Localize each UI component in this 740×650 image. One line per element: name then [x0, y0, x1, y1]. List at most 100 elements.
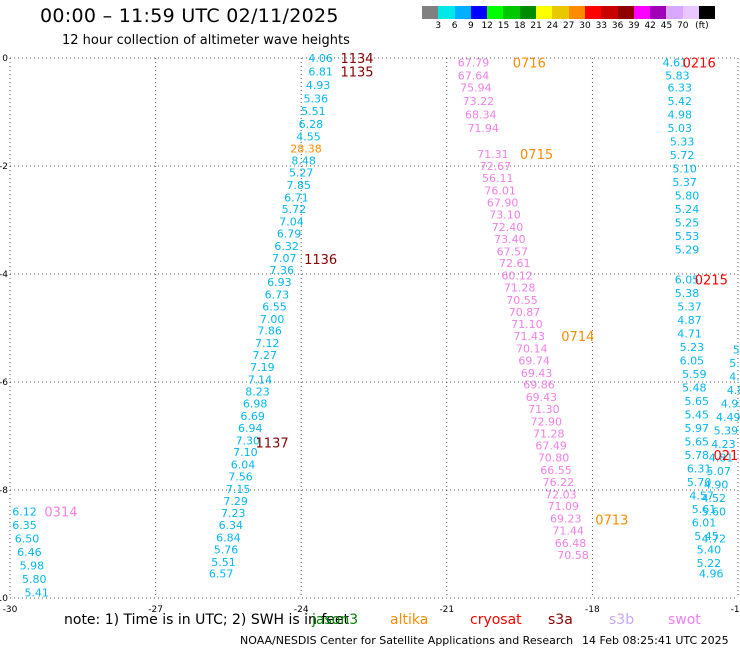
wave-height-value: 72.90: [531, 415, 563, 428]
colorbar-tick-label: 12: [481, 21, 493, 31]
y-tick-label: -2: [0, 162, 8, 172]
wave-height-value: 5.33: [670, 136, 695, 149]
wave-height-value: 5.48: [682, 381, 707, 394]
legend-s3a: s3a: [548, 612, 573, 628]
pass-time-label: 1135: [340, 66, 373, 81]
colorbar-swatch: [536, 6, 553, 19]
wave-height-value: 6.57: [209, 568, 234, 581]
wave-height-value: 4.72: [701, 533, 726, 546]
pass-time-label: 0716: [513, 56, 546, 71]
colorbar-tick-label: 21: [530, 21, 542, 31]
wave-height-value: 4.3: [729, 371, 740, 384]
legend-altika: altika: [390, 612, 429, 628]
wave-height-value: 76.01: [484, 184, 516, 197]
wave-height-value: 5.42: [668, 95, 693, 108]
wave-height-value: 71.28: [504, 282, 536, 295]
wave-height-value: 67.57: [497, 245, 529, 258]
colorbar-swatch: [438, 6, 455, 19]
colorbar-swatch: [617, 6, 634, 19]
wave-height-value: 5.22: [697, 557, 722, 570]
footer-timestamp: 14 Feb 08:25:41 UTC 2025: [582, 634, 729, 647]
colorbar-tick-label: 36: [611, 21, 624, 31]
wave-height-value: 5.70: [687, 476, 712, 489]
wave-height-value: 70.55: [506, 294, 538, 307]
wave-height-value: 4.06: [308, 52, 333, 65]
wave-height-value: 7.04: [279, 216, 304, 229]
wave-height-value: 5.78: [684, 449, 709, 462]
wave-height-value: 70.14: [516, 343, 548, 356]
wave-height-value: 71.09: [548, 500, 580, 513]
wave-height-value: 4.49: [716, 411, 740, 424]
wave-height-value: 71.94: [467, 122, 499, 135]
y-tick-label: -4: [0, 270, 8, 280]
wave-height-value: 6.05: [675, 273, 700, 286]
pass-time-label: 0314: [44, 506, 77, 521]
wave-height-value: 5.40: [697, 543, 722, 556]
wave-height-value: 7.00: [260, 313, 285, 326]
wave-height-value: 7.14: [248, 373, 273, 386]
colorbar-tick-label: 70: [677, 21, 689, 31]
wave-height-value: 4.57: [689, 489, 714, 502]
colorbar-swatch: [422, 6, 439, 19]
wave-height-value: 5.98: [20, 560, 45, 573]
x-tick-label: -30: [3, 605, 18, 615]
pass-time-label: 0713: [595, 514, 628, 529]
wave-height-value: 71.30: [528, 403, 560, 416]
wave-height-value: 67.49: [535, 440, 567, 453]
wave-height-value: 5.37: [672, 176, 697, 189]
legend-cryosat: cryosat: [470, 612, 522, 628]
wave-height-value: 71.44: [552, 525, 584, 538]
wave-height-value: 7.12: [255, 337, 280, 350]
wave-height-value: 5.72: [670, 149, 695, 162]
colorbar-swatch: [584, 6, 602, 19]
wave-height-value: 4.93: [721, 398, 740, 411]
colorbar-tick-label: 45: [660, 21, 673, 31]
wave-height-value: 5.1: [729, 357, 740, 370]
wave-height-value: 6.01: [692, 516, 717, 529]
wave-height-value: 7.15: [226, 483, 251, 496]
wave-height-value: 73.40: [494, 233, 526, 246]
wave-height-value: 4.90: [704, 479, 729, 492]
wave-height-value: 7.85: [287, 179, 312, 192]
pass-time-label: 1136: [304, 253, 337, 268]
wave-height-value: 5.45: [694, 530, 719, 543]
colorbar-tick-label: 33: [595, 21, 608, 31]
wave-height-value: 72.40: [492, 221, 524, 234]
wave-height-value: 6.84: [216, 532, 241, 545]
wave-height-value: 69.86: [523, 379, 555, 392]
wave-height-value: 5.53: [675, 230, 700, 243]
wave-height-value: 6.98: [243, 398, 268, 411]
colorbar-swatch: [454, 6, 471, 19]
wave-height-value: 5.41: [24, 587, 49, 600]
wave-height-value: 4.8: [727, 384, 740, 397]
footer-credit: NOAA/NESDIS Center for Satellite Applica…: [240, 634, 574, 647]
wave-height-value: 72.03: [545, 488, 577, 501]
wave-height-value: 6.05: [680, 354, 705, 367]
wave-height-value: 56.11: [482, 172, 514, 185]
x-tick-label: -21: [439, 605, 454, 615]
pass-time-label: 0216: [683, 56, 716, 71]
wave-height-value: 6.35: [12, 519, 37, 532]
wave-height-value: 7.19: [250, 361, 275, 374]
y-tick-label: -8: [0, 486, 8, 496]
wave-height-value: 5.80: [675, 190, 700, 203]
colorbar-tick-label: 6: [451, 21, 458, 31]
legend-s3b: s3b: [609, 612, 635, 628]
wave-height-value: 71.31: [477, 148, 509, 161]
y-tick-label: -6: [0, 378, 8, 388]
wave-height-value: 72.67: [480, 160, 512, 173]
wave-height-value: 5.27: [289, 166, 314, 179]
wave-height-value: 75.94: [460, 82, 492, 95]
wave-height-value: 5.60: [701, 506, 726, 519]
colorbar-swatch: [552, 6, 569, 19]
wave-height-value: 7.23: [221, 507, 246, 520]
x-tick-label: -15: [731, 605, 740, 615]
colorbar-swatch: [650, 6, 667, 19]
x-tick-label: -18: [585, 605, 600, 615]
wave-height-value: 7.27: [253, 349, 278, 362]
wave-height-value: 5.36: [304, 93, 329, 106]
wave-height-value: 69.23: [550, 513, 582, 526]
wave-height-value: 5.61: [692, 503, 717, 516]
wave-height-value: 5.03: [668, 122, 693, 135]
wave-height-value: 7.07: [272, 252, 297, 265]
